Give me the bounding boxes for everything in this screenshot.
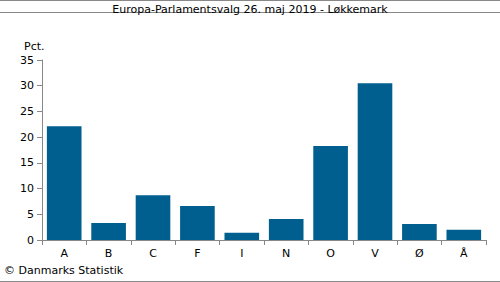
svg-text:5: 5 — [27, 208, 34, 221]
svg-text:35: 35 — [20, 54, 34, 67]
svg-text:20: 20 — [20, 131, 34, 144]
svg-text:Europa-Parlamentsvalg 26. maj: Europa-Parlamentsvalg 26. maj 2019 - Løk… — [112, 3, 388, 16]
svg-text:10: 10 — [20, 182, 34, 195]
svg-text:I: I — [240, 247, 243, 260]
svg-text:25: 25 — [20, 105, 34, 118]
svg-text:15: 15 — [20, 156, 34, 169]
svg-text:A: A — [60, 247, 68, 260]
svg-text:30: 30 — [20, 79, 34, 92]
svg-text:Å: Å — [460, 247, 468, 260]
svg-text:V: V — [371, 247, 379, 260]
svg-text:O: O — [326, 247, 335, 260]
svg-text:© Danmarks Statistik: © Danmarks Statistik — [4, 264, 124, 277]
svg-text:F: F — [194, 247, 200, 260]
svg-text:Pct.: Pct. — [24, 40, 45, 53]
svg-text:Ø: Ø — [415, 247, 424, 260]
svg-text:0: 0 — [27, 234, 34, 247]
svg-text:C: C — [149, 247, 157, 260]
svg-text:B: B — [105, 247, 113, 260]
svg-text:N: N — [282, 247, 290, 260]
